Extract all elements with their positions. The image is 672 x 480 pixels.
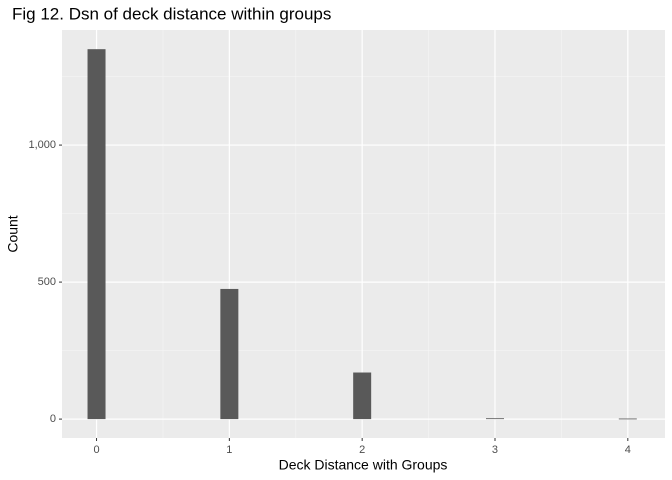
y-axis-title: Count — [5, 215, 21, 252]
panel — [62, 30, 665, 438]
bar — [87, 49, 106, 420]
x-tick-label: 3 — [492, 444, 498, 456]
x-axis-title: Deck Distance with Groups — [279, 457, 448, 473]
bar — [618, 418, 637, 420]
y-tick-label: 500 — [38, 276, 56, 288]
x-tick-label: 4 — [625, 444, 631, 456]
x-tick-label: 0 — [93, 444, 99, 456]
y-tick-label: 0 — [50, 413, 56, 425]
x-tick-label: 1 — [226, 444, 232, 456]
chart-title: Fig 12. Dsn of deck distance within grou… — [12, 4, 331, 23]
bar — [220, 288, 239, 420]
x-tick-label: 2 — [359, 444, 365, 456]
bar — [485, 418, 504, 420]
bar — [353, 372, 372, 420]
y-tick-label: 1,000 — [28, 139, 56, 151]
